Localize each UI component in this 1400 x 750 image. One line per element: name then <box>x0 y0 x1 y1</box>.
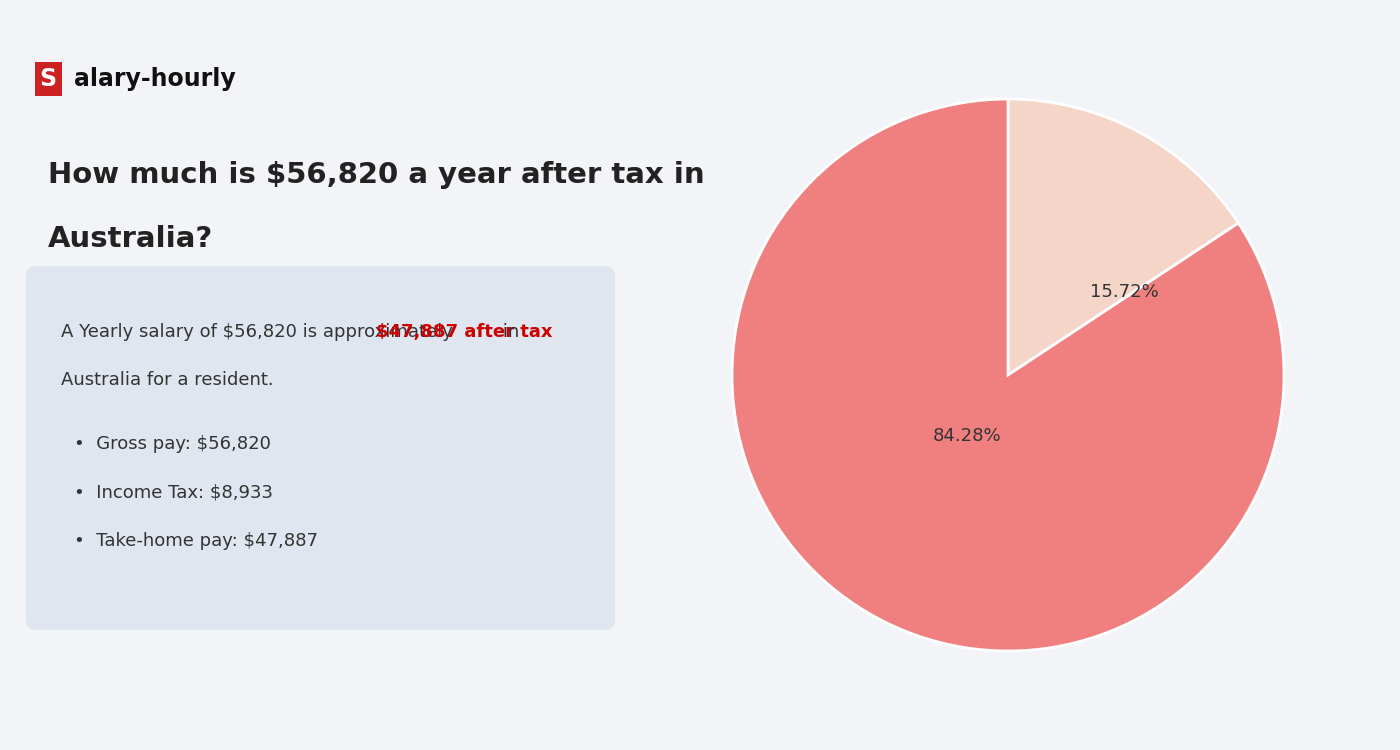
Text: Australia for a resident.: Australia for a resident. <box>62 371 274 389</box>
Text: •  Income Tax: $8,933: • Income Tax: $8,933 <box>74 484 273 502</box>
Text: 15.72%: 15.72% <box>1089 284 1158 302</box>
Text: $47,887 after tax: $47,887 after tax <box>375 322 552 340</box>
FancyBboxPatch shape <box>25 266 615 630</box>
Wedge shape <box>732 99 1284 651</box>
Wedge shape <box>1008 99 1239 375</box>
Text: in: in <box>497 322 519 340</box>
Text: S: S <box>39 67 57 91</box>
Text: A Yearly salary of $56,820 is approximately: A Yearly salary of $56,820 is approximat… <box>62 322 459 340</box>
Text: 84.28%: 84.28% <box>932 427 1001 445</box>
Text: How much is $56,820 a year after tax in: How much is $56,820 a year after tax in <box>48 161 706 189</box>
Text: alary-hourly: alary-hourly <box>74 67 235 91</box>
Text: •  Gross pay: $56,820: • Gross pay: $56,820 <box>74 435 272 453</box>
Text: Australia?: Australia? <box>48 225 214 253</box>
Text: •  Take-home pay: $47,887: • Take-home pay: $47,887 <box>74 532 318 550</box>
